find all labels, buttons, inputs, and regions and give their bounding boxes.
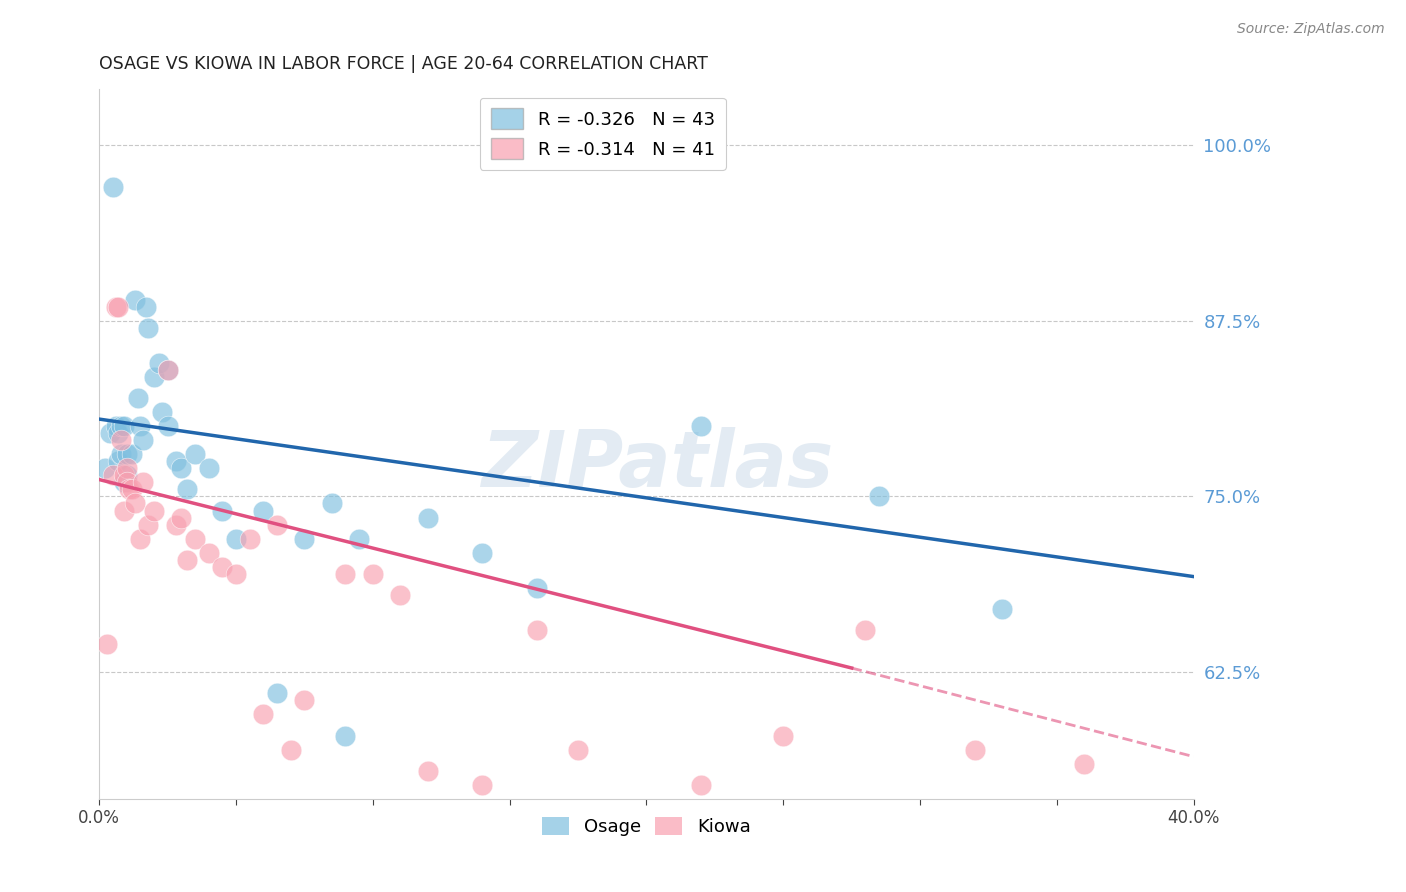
Point bbox=[170, 510, 193, 524]
Point bbox=[124, 293, 146, 307]
Text: ZIPatlas: ZIPatlas bbox=[481, 427, 834, 503]
Point bbox=[115, 475, 138, 490]
Point bbox=[127, 391, 149, 405]
Point bbox=[138, 517, 160, 532]
Point bbox=[165, 517, 187, 532]
Point bbox=[110, 447, 132, 461]
Point bbox=[156, 419, 179, 434]
Point bbox=[567, 742, 589, 756]
Text: OSAGE VS KIOWA IN LABOR FORCE | AGE 20-64 CORRELATION CHART: OSAGE VS KIOWA IN LABOR FORCE | AGE 20-6… bbox=[100, 55, 709, 73]
Point bbox=[1073, 756, 1095, 771]
Point bbox=[211, 503, 233, 517]
Point bbox=[225, 532, 247, 546]
Point bbox=[150, 405, 173, 419]
Point bbox=[197, 461, 219, 475]
Point bbox=[110, 419, 132, 434]
Point bbox=[991, 602, 1014, 616]
Point bbox=[347, 532, 370, 546]
Point bbox=[142, 370, 165, 384]
Point bbox=[115, 461, 138, 475]
Point bbox=[225, 566, 247, 581]
Point bbox=[471, 546, 494, 560]
Point bbox=[335, 566, 357, 581]
Point bbox=[239, 532, 262, 546]
Point bbox=[184, 532, 207, 546]
Point bbox=[526, 623, 548, 637]
Point bbox=[389, 588, 412, 602]
Point bbox=[690, 419, 713, 434]
Point bbox=[416, 764, 439, 778]
Point bbox=[335, 729, 357, 743]
Legend: Osage, Kiowa: Osage, Kiowa bbox=[536, 809, 758, 843]
Point bbox=[107, 300, 129, 314]
Point bbox=[170, 461, 193, 475]
Point bbox=[132, 475, 155, 490]
Point bbox=[121, 447, 143, 461]
Point bbox=[101, 468, 124, 483]
Point bbox=[142, 503, 165, 517]
Point bbox=[148, 356, 170, 370]
Point bbox=[416, 510, 439, 524]
Point bbox=[471, 778, 494, 792]
Point bbox=[96, 637, 118, 651]
Point bbox=[294, 532, 316, 546]
Point bbox=[266, 517, 288, 532]
Point bbox=[361, 566, 384, 581]
Point bbox=[112, 468, 135, 483]
Point bbox=[197, 546, 219, 560]
Point bbox=[110, 433, 132, 447]
Point bbox=[98, 426, 121, 441]
Point bbox=[112, 419, 135, 434]
Point bbox=[165, 454, 187, 468]
Point bbox=[772, 729, 794, 743]
Point bbox=[129, 532, 152, 546]
Point bbox=[176, 553, 198, 567]
Point bbox=[156, 363, 179, 377]
Point bbox=[112, 503, 135, 517]
Point bbox=[690, 778, 713, 792]
Point bbox=[138, 320, 160, 334]
Point bbox=[868, 490, 890, 504]
Point bbox=[132, 433, 155, 447]
Text: Source: ZipAtlas.com: Source: ZipAtlas.com bbox=[1237, 22, 1385, 37]
Point bbox=[118, 483, 141, 497]
Point bbox=[93, 461, 115, 475]
Point bbox=[963, 742, 986, 756]
Point bbox=[101, 180, 124, 194]
Point bbox=[252, 503, 274, 517]
Point bbox=[184, 447, 207, 461]
Point bbox=[107, 426, 129, 441]
Point bbox=[135, 300, 157, 314]
Point bbox=[121, 483, 143, 497]
Point bbox=[855, 623, 877, 637]
Point bbox=[129, 419, 152, 434]
Point bbox=[115, 468, 138, 483]
Point bbox=[176, 483, 198, 497]
Point bbox=[115, 447, 138, 461]
Point bbox=[321, 496, 343, 510]
Point bbox=[112, 475, 135, 490]
Point bbox=[104, 419, 127, 434]
Point bbox=[156, 363, 179, 377]
Point bbox=[107, 454, 129, 468]
Point bbox=[526, 581, 548, 595]
Point bbox=[124, 496, 146, 510]
Point bbox=[280, 742, 302, 756]
Point bbox=[294, 693, 316, 707]
Point bbox=[252, 707, 274, 722]
Point bbox=[104, 300, 127, 314]
Point bbox=[211, 559, 233, 574]
Point bbox=[266, 686, 288, 700]
